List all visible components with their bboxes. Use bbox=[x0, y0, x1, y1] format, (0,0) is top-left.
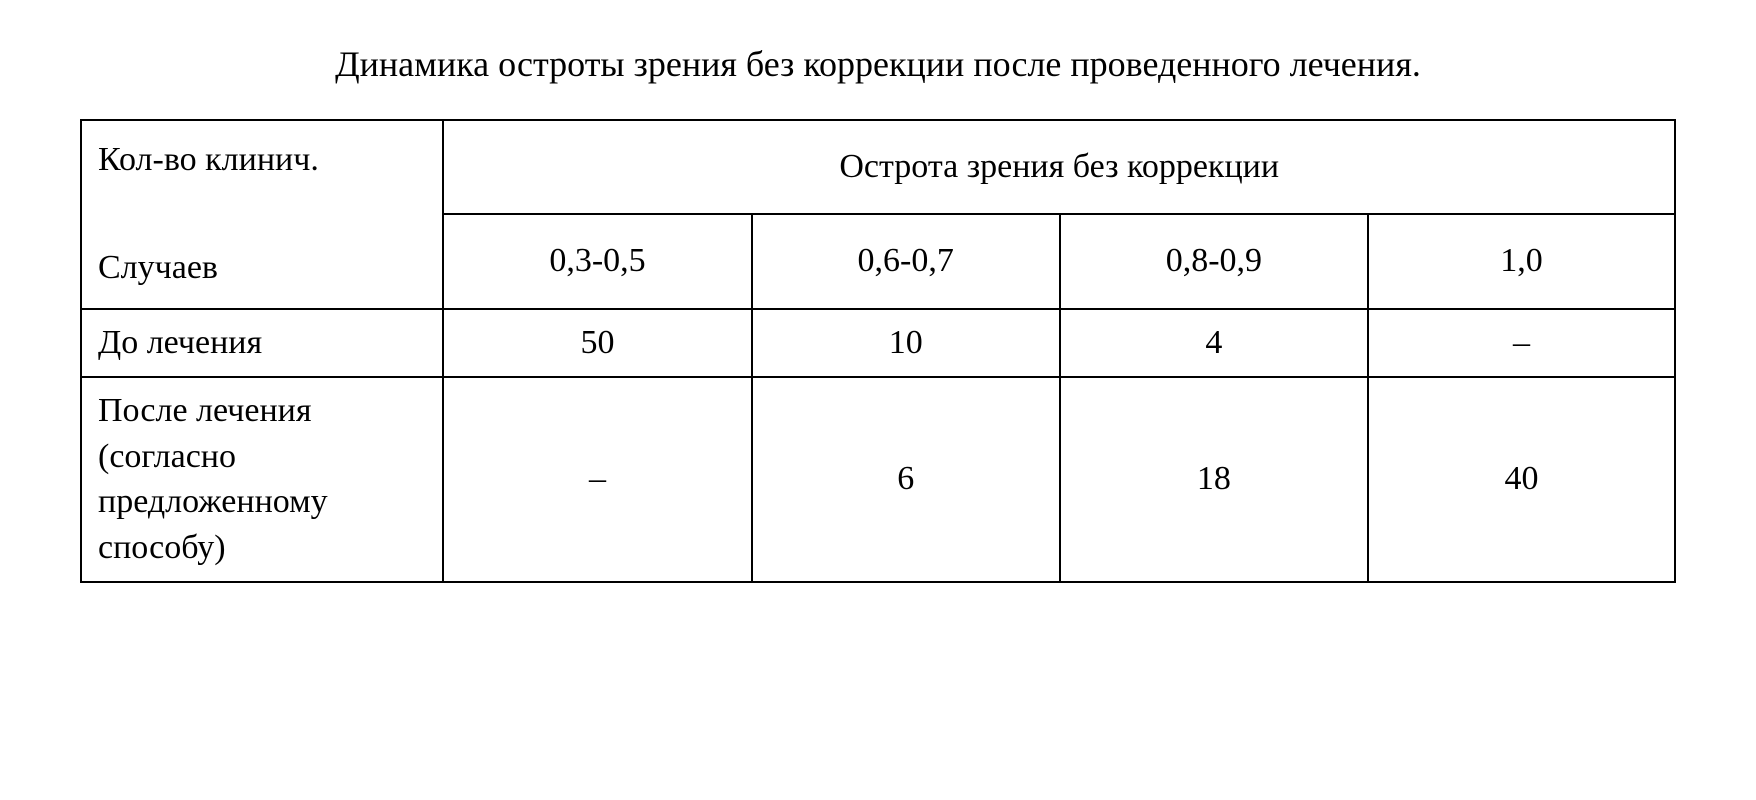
range-header: 0,6-0,7 bbox=[752, 214, 1060, 309]
data-cell: 18 bbox=[1060, 377, 1368, 583]
data-cell: – bbox=[443, 377, 751, 583]
data-cell: 50 bbox=[443, 309, 751, 377]
visual-acuity-table: Кол-во клинич. Случаев Острота зрения бе… bbox=[80, 119, 1676, 584]
row-label-before: До лечения bbox=[81, 309, 443, 377]
row-header-line1: Кол-во клинич. bbox=[98, 141, 319, 178]
data-cell: – bbox=[1368, 309, 1675, 377]
data-cell: 4 bbox=[1060, 309, 1368, 377]
data-cell: 10 bbox=[752, 309, 1060, 377]
data-cell: 40 bbox=[1368, 377, 1675, 583]
range-header: 0,8-0,9 bbox=[1060, 214, 1368, 309]
page-title: Динамика остроты зрения без коррекции по… bbox=[178, 40, 1578, 89]
row-label-after: После лечения (согласно предложенному сп… bbox=[81, 377, 443, 583]
row-header-line2: Случаев bbox=[98, 249, 218, 286]
data-cell: 6 bbox=[752, 377, 1060, 583]
row-header-cell: Кол-во клинич. Случаев bbox=[81, 120, 443, 309]
range-header: 0,3-0,5 bbox=[443, 214, 751, 309]
span-header-cell: Острота зрения без коррекции bbox=[443, 120, 1675, 215]
range-header: 1,0 bbox=[1368, 214, 1675, 309]
